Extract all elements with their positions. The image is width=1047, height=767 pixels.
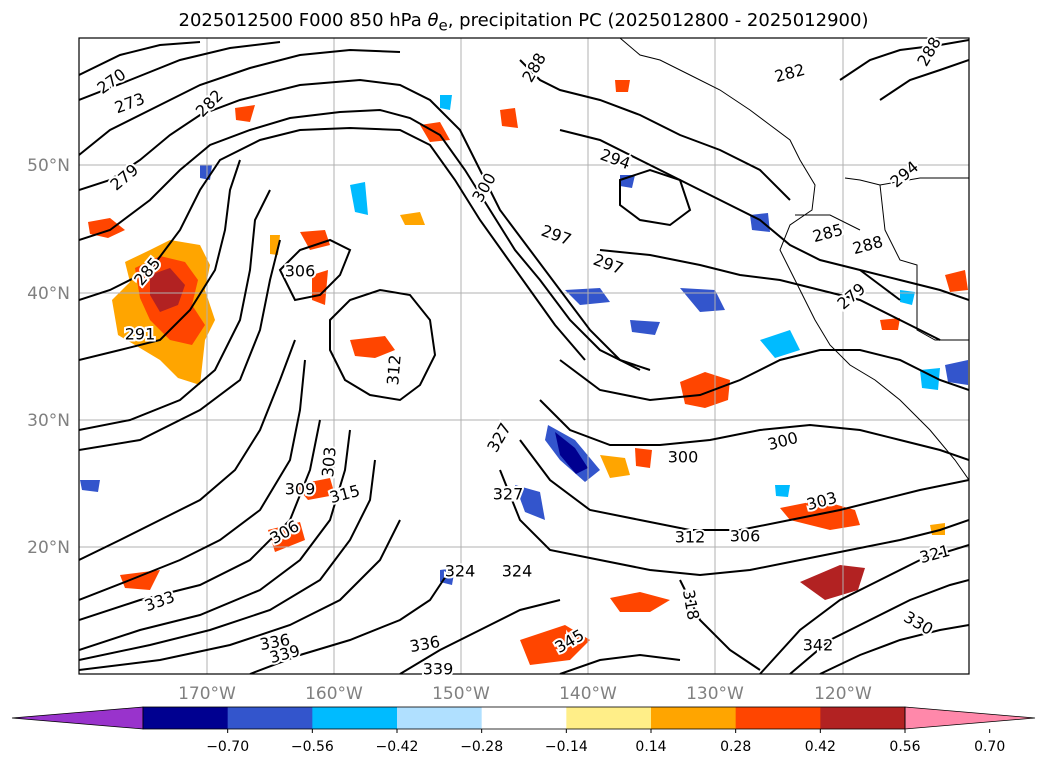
colorbar-segment (481, 707, 567, 729)
colorbar-extend-max (904, 706, 1036, 730)
colorbar-tick-label: −0.56 (291, 739, 334, 755)
colorbar: −0.70 −0.56 −0.42 −0.28 −0.14 0.14 0.28 0.42 0.5… (11, 706, 1036, 755)
colorbar-segment (143, 707, 229, 729)
contour-label: 327 (493, 485, 524, 504)
colorbar-tick-label: 0.70 (974, 739, 1005, 755)
colorbar-segment (397, 707, 483, 729)
colorbar-tick-label: 0.14 (635, 739, 666, 755)
contour-label: 342 (803, 636, 834, 655)
colorbar-tick-label: −0.28 (460, 739, 503, 755)
contour-label: 324 (445, 562, 476, 581)
colorbar-tick-label: −0.42 (376, 739, 419, 755)
contour-label: 291 (125, 325, 156, 344)
theta-e-contours (79, 39, 969, 674)
contour-label: 306 (285, 262, 316, 281)
precip-positive (88, 80, 968, 665)
contour-label: 303 (318, 446, 340, 478)
map-title: 2025012500 F000 850 hPa θe, precipitatio… (178, 10, 869, 35)
contour-label: 312 (383, 354, 405, 386)
lon-label-120w: 120°W (814, 684, 872, 704)
contour-label: 324 (502, 562, 533, 581)
map-area (79, 38, 969, 674)
colorbar-tick-label: 0.56 (889, 739, 920, 755)
contour-label: 300 (668, 448, 699, 467)
contour-label: 309 (285, 480, 316, 499)
lat-label-40n: 40°N (27, 284, 70, 304)
coastline (619, 38, 969, 481)
lat-label-50n: 50°N (27, 156, 70, 176)
colorbar-segment (820, 707, 906, 729)
colorbar-segment (227, 707, 313, 729)
lon-label-170w: 170°W (178, 684, 236, 704)
colorbar-segment (566, 707, 652, 729)
colorbar-segment (651, 707, 737, 729)
lat-label-20n: 20°N (27, 538, 70, 558)
precip-negative (80, 95, 968, 585)
contour-label: 312 (675, 528, 706, 547)
colorbar-tick-label: −0.70 (206, 739, 249, 755)
colorbar-segment (735, 707, 821, 729)
lon-label-140w: 140°W (559, 684, 617, 704)
lon-label-150w: 150°W (432, 684, 490, 704)
contour-label: 306 (730, 527, 761, 546)
lon-label-130w: 130°W (686, 684, 744, 704)
colorbar-tick-label: 0.28 (720, 739, 751, 755)
colorbar-tick-label: 0.42 (805, 739, 836, 755)
colorbar-segment (312, 707, 398, 729)
colorbar-tick-label: −0.14 (545, 739, 588, 755)
map-border (78, 37, 970, 675)
graticule (79, 38, 969, 674)
lon-label-160w: 160°W (305, 684, 363, 704)
colorbar-extend-min (11, 706, 144, 730)
contour-label: 339 (423, 660, 454, 679)
lat-label-30n: 30°N (27, 411, 70, 431)
